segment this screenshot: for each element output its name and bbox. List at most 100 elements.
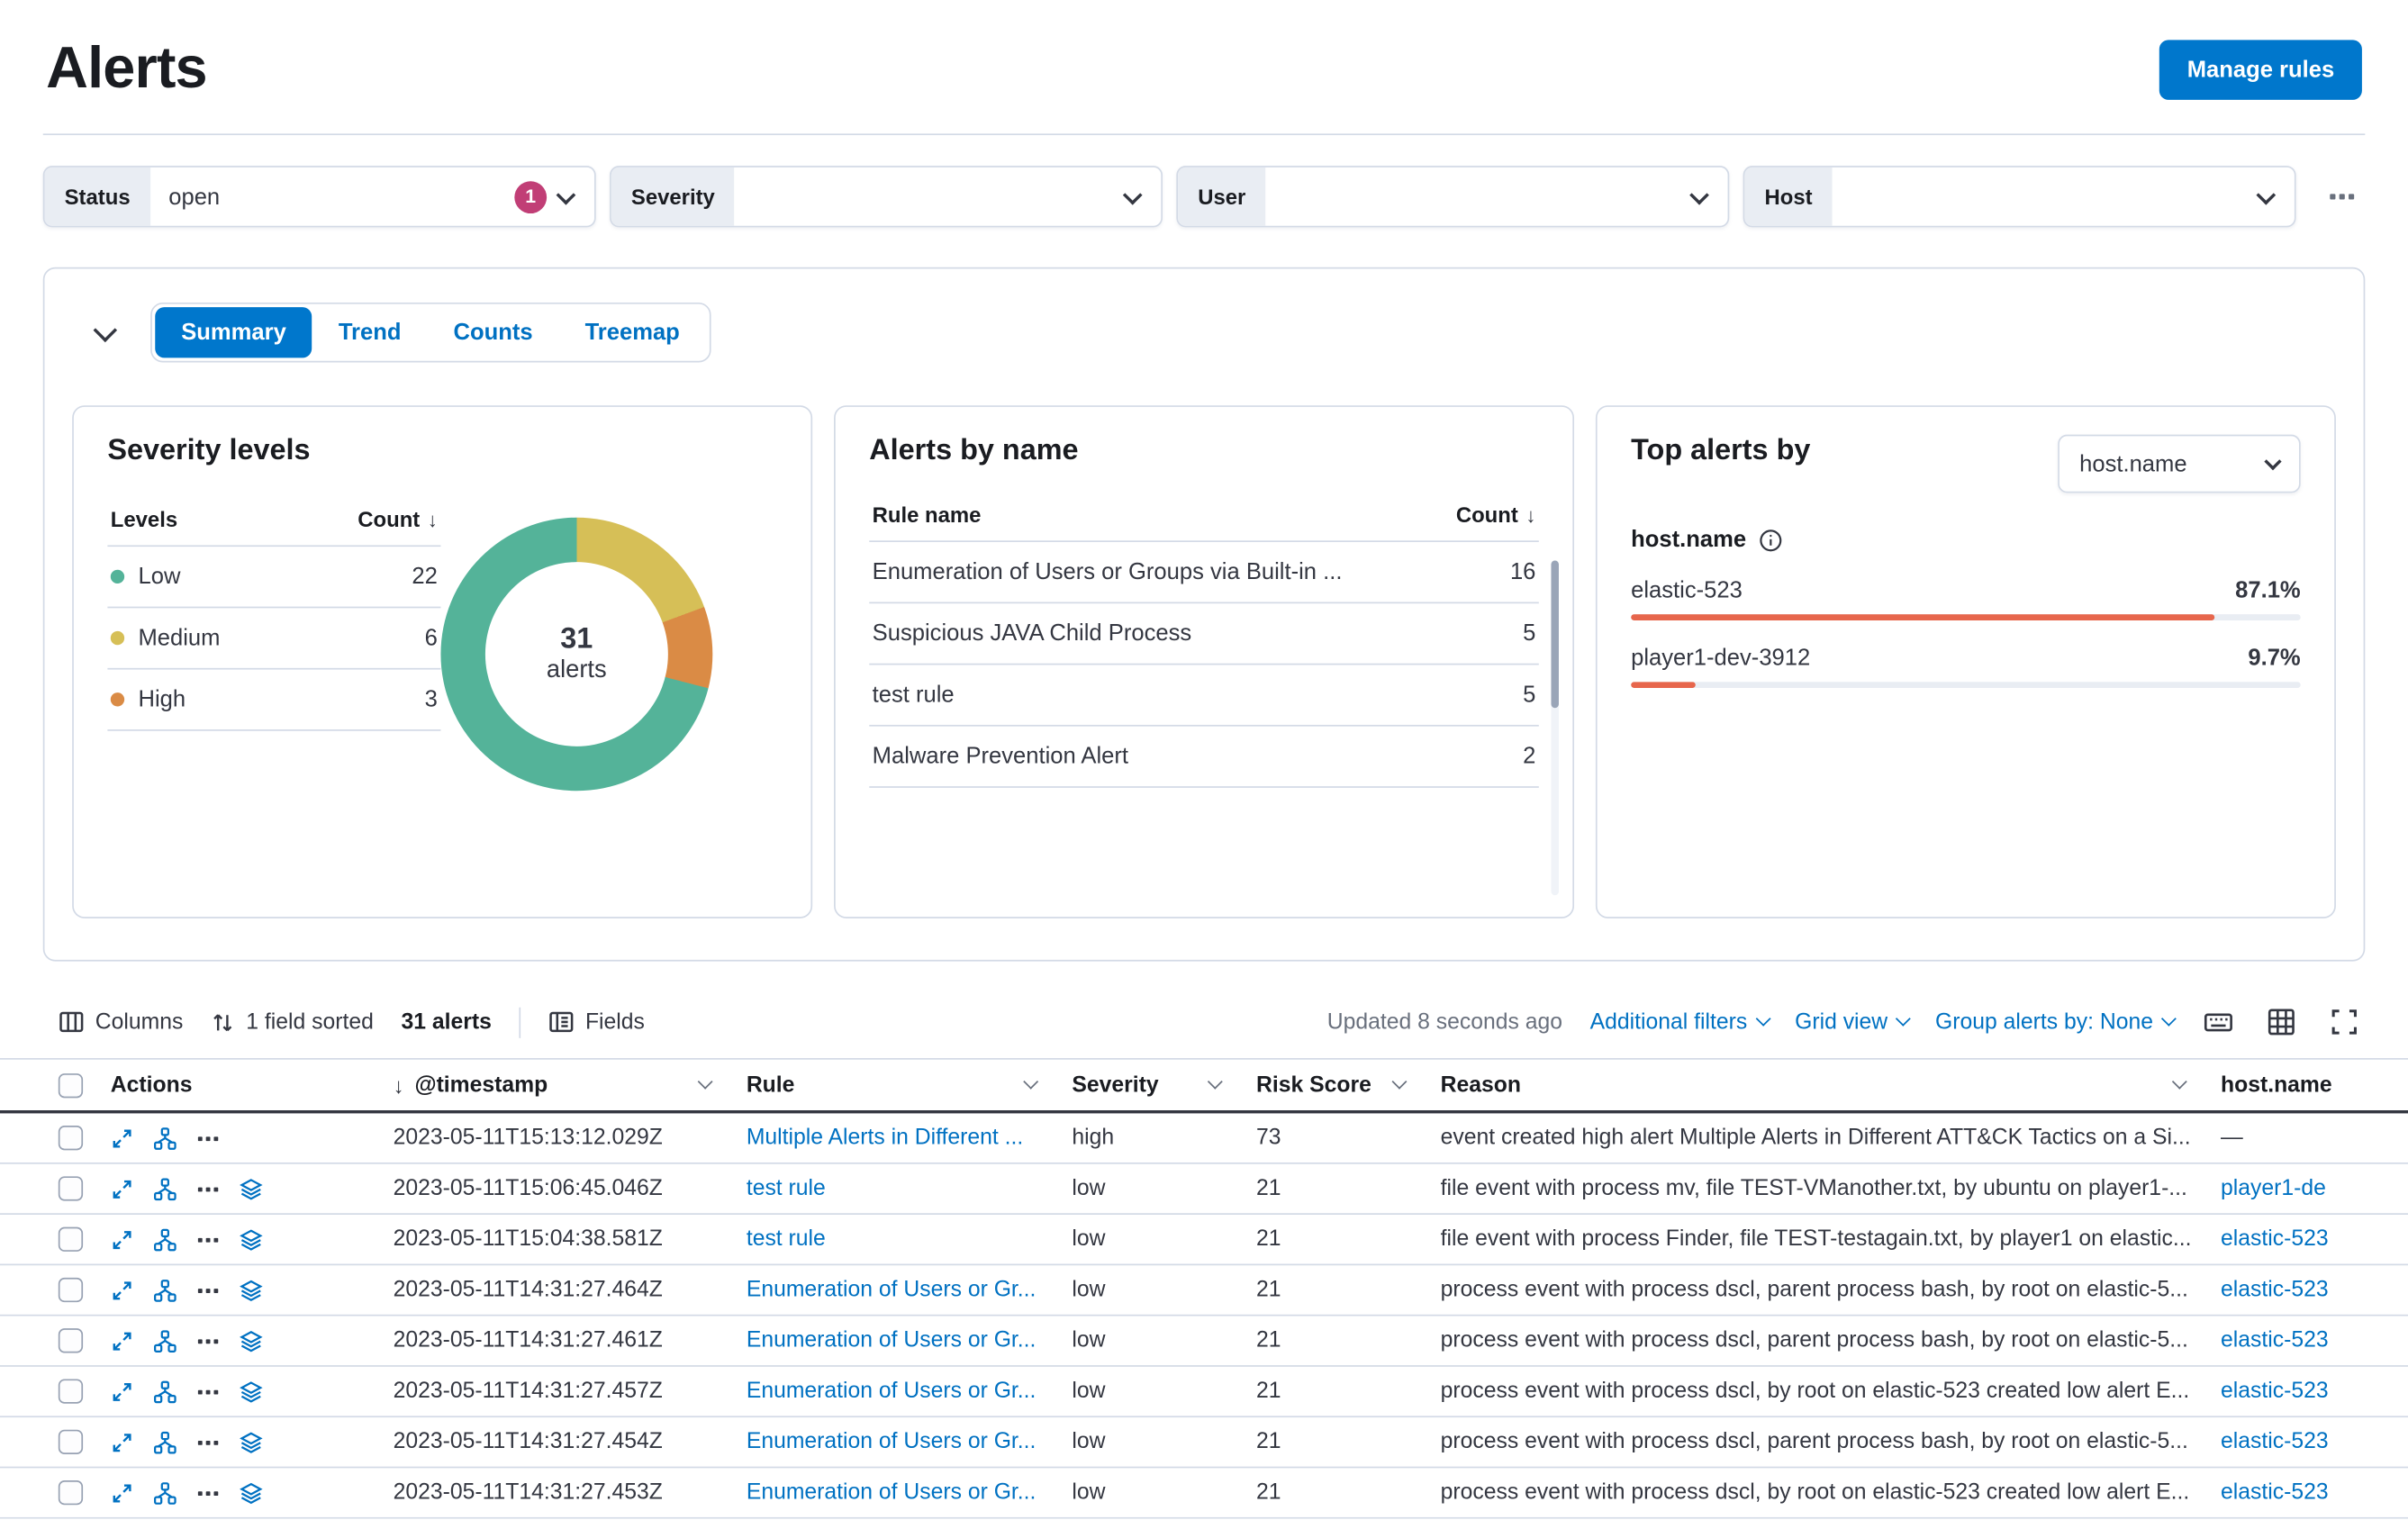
- expand-icon: [113, 1230, 131, 1249]
- select-all-checkbox[interactable]: [58, 1072, 84, 1098]
- host-link[interactable]: elastic-523: [2221, 1277, 2329, 1303]
- column-header-levels[interactable]: Levels: [110, 506, 178, 532]
- rule-link[interactable]: Enumeration of Users or Gr...: [746, 1379, 1037, 1404]
- analyze-event-button[interactable]: [154, 1380, 177, 1403]
- session-view-button[interactable]: [240, 1279, 263, 1302]
- rule-link[interactable]: Enumeration of Users or Gr...: [746, 1277, 1037, 1303]
- more-actions-button[interactable]: [196, 1481, 220, 1505]
- tab-chart-view[interactable]: Treemap: [559, 307, 706, 357]
- row-checkbox[interactable]: [58, 1277, 84, 1303]
- fields-button[interactable]: Fields: [548, 1009, 645, 1035]
- manage-rules-button[interactable]: Manage rules: [2159, 40, 2362, 100]
- session-view-button[interactable]: [240, 1227, 263, 1251]
- tab-chart-view[interactable]: Trend: [312, 307, 428, 357]
- row-checkbox[interactable]: [58, 1176, 84, 1201]
- fullscreen-button[interactable]: [2327, 1004, 2362, 1039]
- host-link[interactable]: —: [2221, 1126, 2243, 1151]
- column-header-reason[interactable]: Reason: [1428, 1072, 2208, 1098]
- rule-link[interactable]: Enumeration of Users or Gr...: [746, 1328, 1037, 1353]
- session-view-button[interactable]: [240, 1329, 263, 1353]
- expand-alert-button[interactable]: [111, 1279, 134, 1302]
- analyze-event-button[interactable]: [154, 1177, 177, 1200]
- rule-link[interactable]: Multiple Alerts in Different ...: [746, 1126, 1024, 1151]
- more-actions-button[interactable]: [196, 1431, 220, 1454]
- session-view-button[interactable]: [240, 1380, 263, 1403]
- chart-view-tabs: Summary Trend Counts Treemap: [150, 302, 711, 363]
- more-actions-button[interactable]: [196, 1177, 220, 1200]
- row-checkbox[interactable]: [58, 1379, 84, 1404]
- row-checkbox[interactable]: [58, 1126, 84, 1151]
- top-alert-row[interactable]: player1-dev-3912 9.7%: [1631, 645, 2301, 689]
- expand-alert-button[interactable]: [111, 1126, 134, 1150]
- chevron-down-icon: [2264, 452, 2282, 471]
- analyze-event-button[interactable]: [154, 1126, 177, 1150]
- rule-link[interactable]: Enumeration of Users or Gr...: [746, 1429, 1037, 1455]
- column-header-timestamp[interactable]: ↓ @timestamp: [381, 1072, 734, 1098]
- column-header-count[interactable]: Count ↓: [358, 506, 438, 532]
- column-header-severity[interactable]: Severity: [1060, 1072, 1245, 1098]
- rule-link[interactable]: test rule: [746, 1176, 826, 1201]
- expand-alert-button[interactable]: [111, 1329, 134, 1353]
- severity-donut-chart[interactable]: 31 alerts: [440, 517, 713, 792]
- host-link[interactable]: player1-de: [2221, 1176, 2326, 1201]
- top-alerts-field-select[interactable]: host.name: [2058, 434, 2301, 493]
- rule-link[interactable]: test rule: [746, 1226, 826, 1252]
- chevron-down-icon: [2171, 1073, 2187, 1090]
- more-actions-button[interactable]: [196, 1227, 220, 1251]
- analyze-event-button[interactable]: [154, 1279, 177, 1302]
- analyze-event-button[interactable]: [154, 1329, 177, 1353]
- tab-chart-view[interactable]: Counts: [427, 307, 558, 357]
- columns-button[interactable]: Columns: [59, 1009, 184, 1035]
- severity-dot-icon: [110, 692, 125, 707]
- analyze-event-button[interactable]: [154, 1431, 177, 1454]
- expand-alert-button[interactable]: [111, 1227, 134, 1251]
- top-alert-row[interactable]: elastic-523 87.1%: [1631, 577, 2301, 620]
- tab-chart-view[interactable]: Summary: [155, 307, 312, 358]
- row-checkbox[interactable]: [58, 1429, 84, 1455]
- keyboard-shortcuts-button[interactable]: [2201, 1004, 2236, 1039]
- analyze-event-button[interactable]: [154, 1227, 177, 1251]
- host-link[interactable]: elastic-523: [2221, 1226, 2329, 1252]
- collapse-charts-button[interactable]: [87, 315, 122, 350]
- session-view-button[interactable]: [240, 1481, 263, 1505]
- more-actions-button[interactable]: [196, 1329, 220, 1353]
- scrollbar-thumb[interactable]: [1551, 560, 1559, 709]
- row-checkbox[interactable]: [58, 1328, 84, 1353]
- rule-name: Enumeration of Users or Groups via Built…: [872, 558, 1343, 585]
- host-link[interactable]: elastic-523: [2221, 1379, 2329, 1404]
- host-link[interactable]: elastic-523: [2221, 1480, 2329, 1506]
- analyze-event-button[interactable]: [154, 1481, 177, 1505]
- expand-alert-button[interactable]: [111, 1177, 134, 1200]
- filter-dropdown[interactable]: Host: [1743, 166, 2296, 228]
- expand-alert-button[interactable]: [111, 1380, 134, 1403]
- filter-dropdown[interactable]: Status open 1: [42, 166, 596, 228]
- rule-link[interactable]: Enumeration of Users or Gr...: [746, 1480, 1037, 1506]
- row-checkbox[interactable]: [58, 1480, 84, 1506]
- session-view-button[interactable]: [240, 1431, 263, 1454]
- expand-alert-button[interactable]: [111, 1481, 134, 1505]
- session-view-button[interactable]: [240, 1177, 263, 1200]
- row-checkbox[interactable]: [58, 1226, 84, 1252]
- alert-reason: event created high alert Multiple Alerts…: [1440, 1126, 2191, 1151]
- more-actions-button[interactable]: [196, 1279, 220, 1302]
- host-link[interactable]: elastic-523: [2221, 1328, 2329, 1353]
- column-header-count[interactable]: Count ↓: [1455, 502, 1536, 527]
- expand-alert-button[interactable]: [111, 1431, 134, 1454]
- filter-bar-more-button[interactable]: [2319, 174, 2365, 220]
- alert-reason: process event with process dscl, parent …: [1440, 1429, 2188, 1455]
- column-header-rule-name[interactable]: Rule name: [872, 502, 982, 527]
- column-header-risk-score[interactable]: Risk Score: [1244, 1072, 1428, 1098]
- grid-view-button[interactable]: Grid view: [1795, 1009, 1912, 1035]
- more-actions-button[interactable]: [196, 1126, 220, 1150]
- display-options-button[interactable]: [2264, 1004, 2299, 1039]
- host-link[interactable]: elastic-523: [2221, 1429, 2329, 1455]
- column-header-rule[interactable]: Rule: [734, 1072, 1060, 1098]
- filter-dropdown[interactable]: Severity: [610, 166, 1163, 228]
- more-actions-button[interactable]: [196, 1380, 220, 1403]
- sorted-fields-button[interactable]: 1 field sorted: [211, 1009, 374, 1035]
- group-alerts-by-button[interactable]: Group alerts by: None: [1935, 1009, 2177, 1035]
- fields-icon: [549, 1011, 574, 1033]
- filter-dropdown[interactable]: User: [1176, 166, 1730, 228]
- column-header-host-name[interactable]: host.name: [2221, 1072, 2332, 1098]
- additional-filters-button[interactable]: Additional filters: [1590, 1009, 1771, 1035]
